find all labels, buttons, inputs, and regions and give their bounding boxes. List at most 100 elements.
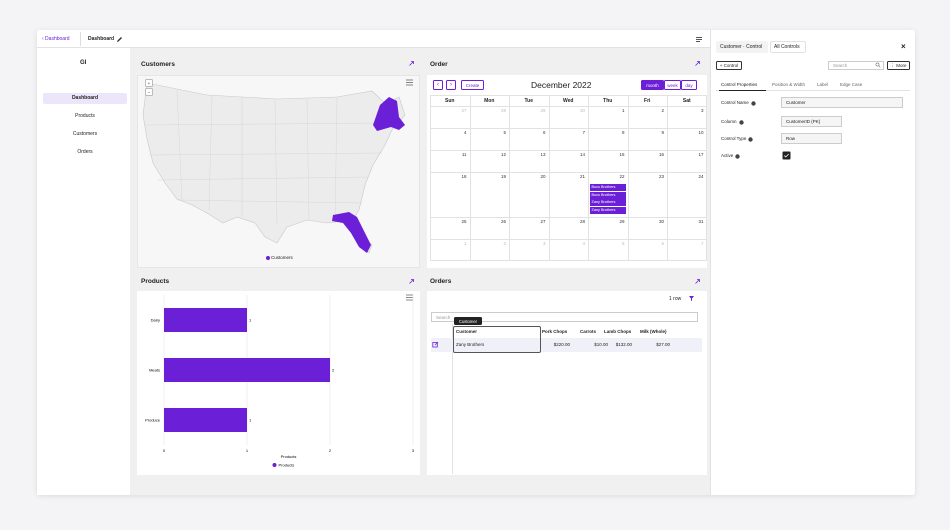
- field-label: Control Name: [721, 100, 749, 105]
- calendar-title: December 2022: [531, 80, 592, 90]
- control-search[interactable]: Search: [828, 61, 884, 70]
- field-input[interactable]: CustomerID (PK): [781, 116, 842, 127]
- bar: [164, 408, 247, 432]
- field-input[interactable]: Row: [781, 133, 842, 144]
- tab-active-bg: [716, 41, 768, 53]
- help-icon[interactable]: [751, 100, 756, 106]
- toolbar-icon[interactable]: [695, 35, 703, 43]
- legend-label: Products: [279, 463, 295, 468]
- prev-button[interactable]: ‹: [433, 80, 443, 90]
- filter-icon[interactable]: [688, 295, 695, 302]
- active-checkbox[interactable]: [782, 151, 791, 160]
- day-number: 6: [661, 241, 664, 246]
- x-tick-label: 2: [329, 448, 332, 453]
- field-input[interactable]: Customer: [781, 97, 903, 108]
- day-number: 17: [698, 152, 704, 157]
- weekday: Thu: [603, 98, 613, 104]
- nav-item[interactable]: Products: [75, 113, 95, 119]
- column-divider: [452, 324, 453, 474]
- grid-col: [469, 95, 471, 261]
- day-number: 2: [503, 241, 506, 246]
- field-label: Active: [721, 153, 734, 158]
- state-fl[interactable]: [332, 212, 371, 253]
- map-menu-icon[interactable]: [406, 79, 413, 86]
- next-button[interactable]: ›: [446, 80, 456, 90]
- help-icon[interactable]: [739, 119, 744, 125]
- day-number: 13: [540, 152, 546, 157]
- column-header: Carrots: [580, 329, 597, 334]
- chart-menu-icon[interactable]: [406, 294, 413, 301]
- weekday: Tue: [524, 98, 534, 104]
- create-button[interactable]: Create: [461, 80, 484, 90]
- sub-tab[interactable]: Label: [817, 82, 829, 87]
- map: [142, 79, 413, 260]
- value-label: 2: [332, 368, 335, 373]
- tab-bg: [770, 41, 806, 53]
- panel-title: Customers: [141, 61, 175, 68]
- day-number: 21: [579, 174, 585, 179]
- view-button[interactable]: month: [641, 80, 664, 90]
- grid-row: [430, 217, 707, 218]
- x-tick-label: 1: [246, 448, 249, 453]
- day-number: 8: [621, 130, 625, 135]
- nav-item[interactable]: Dashboard: [71, 95, 99, 101]
- table-cell: $27.00: [656, 342, 670, 347]
- search-input[interactable]: Search: [431, 312, 698, 322]
- row-highlight: [431, 338, 702, 352]
- day-number: 18: [461, 174, 467, 179]
- nav-item[interactable]: Customers: [72, 131, 98, 137]
- back-link[interactable]: ‹ Dashboard: [42, 36, 70, 42]
- grid-col: [509, 95, 510, 261]
- day-number: 1: [463, 241, 467, 246]
- expand-icon[interactable]: [408, 278, 415, 285]
- day-number: 27: [461, 108, 467, 113]
- zoom-out[interactable]: −: [145, 88, 153, 96]
- nav-item[interactable]: Orders: [77, 149, 93, 155]
- grid-border: [430, 95, 707, 261]
- calendar-event[interactable]: Zany Brothers: [590, 199, 626, 206]
- y-tick-label: Produce: [145, 418, 161, 423]
- weekday: Wed: [563, 98, 574, 104]
- panel-tab[interactable]: All Controls: [774, 44, 800, 50]
- sub-tab[interactable]: Edge Case: [840, 82, 863, 87]
- help-icon[interactable]: [735, 153, 740, 159]
- legend-label: Customers: [271, 255, 293, 260]
- help-icon[interactable]: [748, 136, 753, 142]
- edit-row-icon[interactable]: [432, 341, 439, 348]
- calendar-event[interactable]: Bucs Brothers: [590, 184, 626, 191]
- expand-icon[interactable]: [408, 60, 415, 67]
- calendar-event[interactable]: Zany Brothers: [590, 206, 626, 214]
- edit-icon[interactable]: [116, 36, 123, 43]
- x-tick-label: 0: [163, 448, 166, 453]
- calendar-event[interactable]: Bucs Brothers: [590, 191, 626, 199]
- day-number: 25: [461, 219, 467, 224]
- table-cell: Zany Brothers: [456, 342, 485, 347]
- panel-tab[interactable]: Customer · Control: [720, 44, 763, 50]
- expand-icon[interactable]: [694, 60, 701, 67]
- search-icon: [875, 62, 881, 68]
- x-axis-label: Products: [281, 454, 297, 459]
- zoom-in[interactable]: +: [145, 79, 153, 87]
- day-number: 20: [540, 174, 546, 179]
- add-control-button[interactable]: + Control: [716, 61, 742, 70]
- grid-col: [667, 95, 668, 261]
- column-header: Milk (Whole): [640, 329, 667, 334]
- more-button[interactable]: ⋮ More: [887, 61, 910, 70]
- table-cell: $220.00: [553, 342, 570, 347]
- view-button[interactable]: day: [681, 80, 697, 90]
- sub-tab[interactable]: Control Properties: [721, 82, 758, 87]
- view-button[interactable]: week: [664, 80, 681, 90]
- day-number: 24: [698, 174, 704, 179]
- weekday: Sat: [682, 98, 691, 104]
- sidebar: [37, 48, 130, 495]
- sub-tab[interactable]: Position & Width: [772, 82, 806, 87]
- sub-tabs: [716, 79, 910, 91]
- day-number: 5: [503, 130, 506, 135]
- day-number: 23: [658, 174, 664, 179]
- close-button[interactable]: ×: [901, 42, 906, 51]
- state-ny[interactable]: [373, 97, 405, 131]
- expand-icon[interactable]: [694, 278, 701, 285]
- bar-chart: 0 1 2 3 Dairy 1 Meats 2 Produce 1 Products Products: [137, 291, 420, 475]
- value-label: 1: [249, 418, 252, 423]
